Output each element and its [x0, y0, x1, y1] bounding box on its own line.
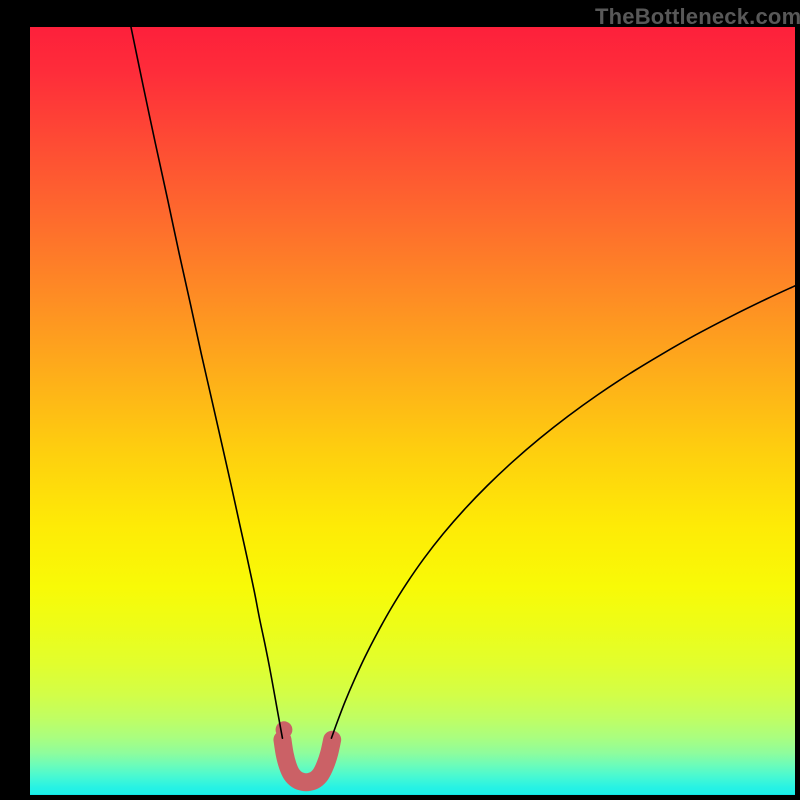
- watermark-label: TheBottleneck.com: [595, 4, 800, 30]
- bottleneck-chart: [30, 27, 795, 795]
- valley-marker-dot: [276, 721, 293, 738]
- gradient-background: [30, 27, 795, 795]
